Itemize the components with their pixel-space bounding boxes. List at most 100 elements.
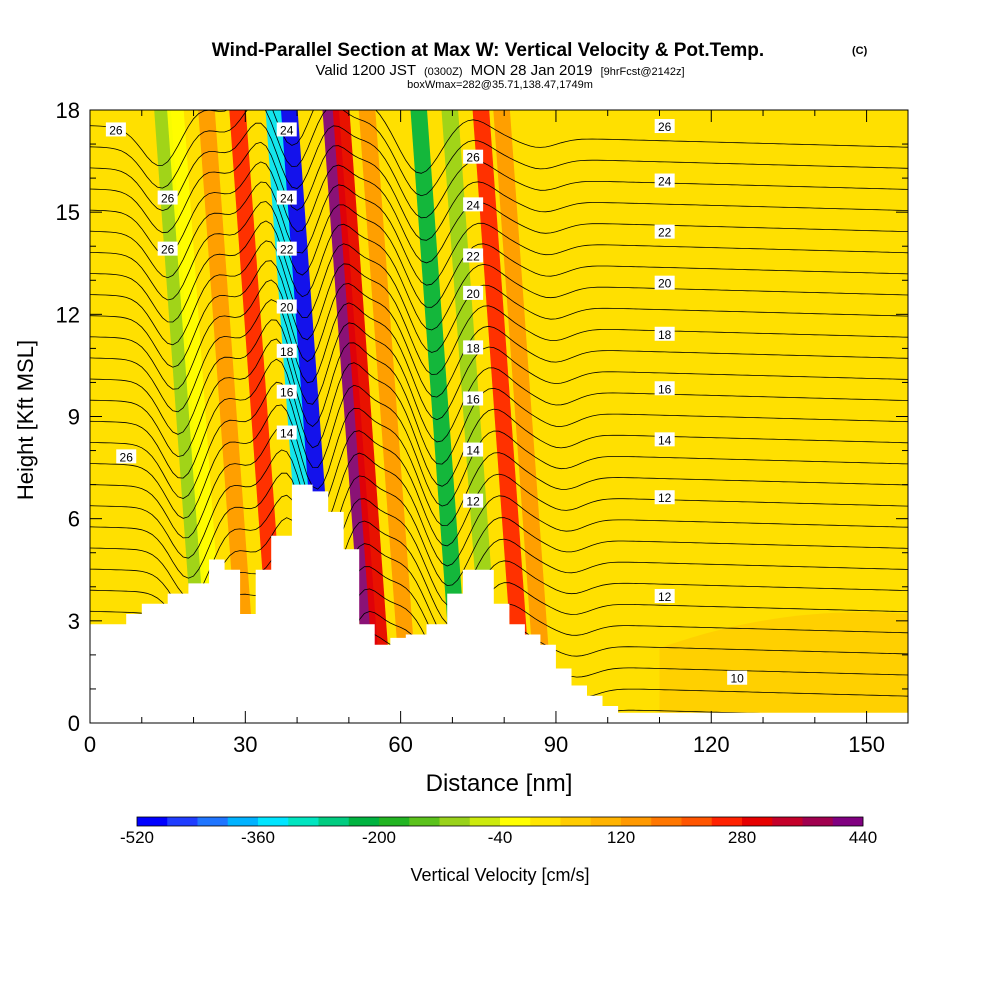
contour-label-bg	[654, 490, 675, 505]
colorbar-swatch	[772, 817, 803, 826]
contour-label-bg	[654, 326, 675, 341]
contour-label-bg	[463, 248, 484, 263]
colorbar-swatch	[681, 817, 713, 826]
theta-contour	[90, 279, 908, 398]
y-tick-label: 18	[56, 98, 80, 123]
colorbar-swatch	[651, 817, 682, 826]
contour-label: 26	[161, 192, 175, 206]
y-axis: 0 3 6 9 12 15 18	[56, 98, 908, 736]
colorbar-ticks: -520 -360 -200 -40 120 280 440	[120, 828, 877, 847]
colorbar-label: Vertical Velocity [cm/s]	[410, 865, 589, 885]
contour-label-bg	[276, 425, 297, 440]
x-tick-label: 30	[233, 732, 257, 757]
theta-contour	[90, 220, 908, 331]
contour-label-bg	[276, 190, 297, 205]
contour-label: 22	[280, 243, 294, 257]
subtitle-z: (0300Z)	[424, 66, 463, 78]
colorbar-swatch	[469, 817, 501, 826]
contour-label: 26	[109, 123, 123, 137]
contour-label-bg	[463, 149, 484, 164]
contour-label-bg	[157, 241, 178, 256]
theta-contour	[90, 404, 908, 527]
contour-label: 16	[658, 382, 672, 396]
contour-label: 24	[280, 123, 294, 137]
theta-contour	[90, 381, 908, 507]
theta-contour	[90, 472, 908, 587]
theta-contour	[90, 299, 908, 421]
contour-label-bg	[276, 122, 297, 137]
colorbar-swatch	[832, 817, 864, 826]
subtitle-fcst: [9hrFcst@2142z]	[601, 66, 685, 78]
colorbar	[136, 816, 864, 827]
colorbar-swatch	[621, 817, 652, 826]
contour-label-bg	[463, 285, 484, 300]
y-tick-label: 6	[68, 507, 80, 532]
velocity-bands	[154, 110, 908, 723]
colorbar-swatch	[258, 817, 289, 826]
velocity-band	[410, 110, 471, 723]
contour-label-bg	[654, 119, 675, 134]
contour-label-bg	[727, 670, 748, 685]
x-tick-label: 90	[544, 732, 568, 757]
contour-label: 14	[280, 427, 294, 441]
contour-label-bg	[105, 122, 126, 137]
contour-label: 18	[280, 345, 294, 359]
contour-label-bg	[463, 391, 484, 406]
contour-label-bg	[654, 173, 675, 188]
colorbar-swatch	[227, 817, 259, 826]
contour-label-bg	[654, 381, 675, 396]
colorbar-tick-label: 440	[849, 828, 877, 847]
colorbar-swatch	[711, 817, 743, 826]
theta-contour	[90, 122, 908, 219]
theta-contour	[90, 240, 908, 353]
colorbar-frame	[136, 816, 864, 827]
y-tick-label: 9	[68, 405, 80, 430]
subtitle-line: Valid 1200 JST (0300Z) MON 28 Jan 2019 […	[315, 62, 684, 79]
velocity-band	[472, 110, 534, 723]
velocity-band	[198, 110, 259, 723]
subtitle-main: Valid 1200 JST	[315, 62, 415, 79]
theta-contour	[90, 319, 908, 443]
velocity-band	[659, 612, 908, 723]
velocity-band	[441, 110, 503, 723]
contour-label: 12	[658, 590, 672, 604]
contour-label: 12	[658, 491, 672, 505]
contour-label: 18	[658, 328, 672, 342]
colorbar-swatch	[409, 817, 440, 826]
contour-label-bg	[654, 432, 675, 447]
contour-label-bg	[463, 493, 484, 508]
contour-label: 26	[120, 450, 134, 464]
contour-label-bg	[654, 275, 675, 290]
colorbar-tick-label: 280	[728, 828, 756, 847]
theta-contour	[90, 260, 908, 375]
colorbar-tick-label: -40	[488, 828, 513, 847]
colorbar-swatch	[500, 817, 531, 826]
colorbar-swatch	[167, 817, 198, 826]
plot-area: 26 26 26 26 24 24 22 20 18 16 14 26 24 22 20 18 16 14 12 26…	[90, 110, 908, 723]
y-tick-label: 3	[68, 609, 80, 634]
contour-label: 26	[161, 243, 175, 257]
contour-label: 26	[466, 151, 480, 165]
theta-contour	[90, 181, 908, 286]
contour-label: 16	[466, 392, 480, 406]
contour-labels: 26 26 26 26 24 24 22 20 18 16 14 26 24 22 20 18 16 14 12 26…	[105, 119, 748, 686]
colorbar-swatch	[137, 817, 168, 826]
x-tick-label: 150	[848, 732, 885, 757]
contour-label: 22	[466, 249, 480, 263]
contour-label-bg	[463, 340, 484, 355]
theta-contour	[90, 201, 908, 308]
velocity-band	[332, 110, 394, 723]
theta-contour	[90, 358, 908, 487]
colorbar-swatch	[590, 817, 622, 826]
velocity-band	[493, 110, 554, 723]
contour-label: 20	[658, 277, 672, 291]
x-axis: 0 30 60 90 120 150	[84, 110, 885, 757]
contour-label-bg	[276, 343, 297, 358]
colorbar-tick-label: -360	[241, 828, 275, 847]
chart-title: Wind-Parallel Section at Max W: Vertical…	[212, 40, 764, 61]
theta-contour	[90, 449, 908, 567]
contour-label-bg	[654, 224, 675, 239]
theta-contour	[90, 494, 908, 606]
contour-label-bg	[276, 299, 297, 314]
